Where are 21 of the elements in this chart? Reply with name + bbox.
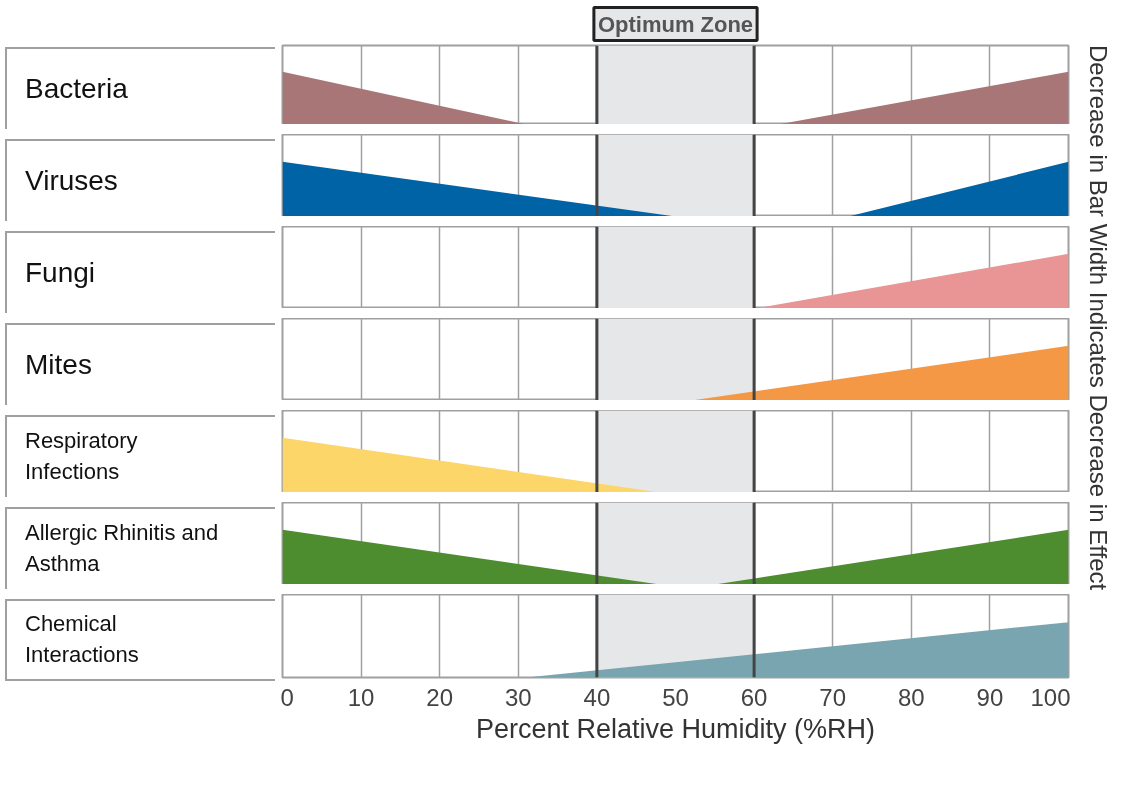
y-axis-title: Bacteria: [25, 72, 128, 107]
x-tick-label: 100: [1030, 683, 1071, 711]
y-axis-title: Allergic Rhinitis and Asthma: [25, 519, 220, 578]
x-tick-label: 60: [740, 683, 768, 711]
y-axis-title: Respiratory Infections: [25, 427, 139, 486]
x-tick-label: 20: [426, 683, 454, 711]
x-tick-label: 90: [976, 683, 1004, 711]
x-tick-label: 50: [662, 683, 689, 711]
band-label: Optimum Zone: [597, 11, 754, 37]
y2-axis-title: Decrease in Bar Width Indicates Decrease in Effect: [1084, 45, 1113, 591]
x-tick-label: 40: [583, 683, 611, 711]
y-axis-title: Fungi: [25, 256, 96, 291]
x-tick-label: 70: [819, 683, 847, 711]
y-axis-title: Chemical Interactions: [25, 610, 140, 669]
x-tick-label: 10: [347, 683, 375, 711]
x-tick-label: 80: [897, 683, 925, 711]
x-axis-title: Percent Relative Humidity (%RH): [475, 713, 876, 744]
y-axis-title: Mites: [25, 348, 92, 383]
x-tick-label: 0: [280, 683, 294, 711]
x-tick-label: 30: [504, 683, 532, 711]
y-axis-title: Viruses: [25, 164, 118, 199]
